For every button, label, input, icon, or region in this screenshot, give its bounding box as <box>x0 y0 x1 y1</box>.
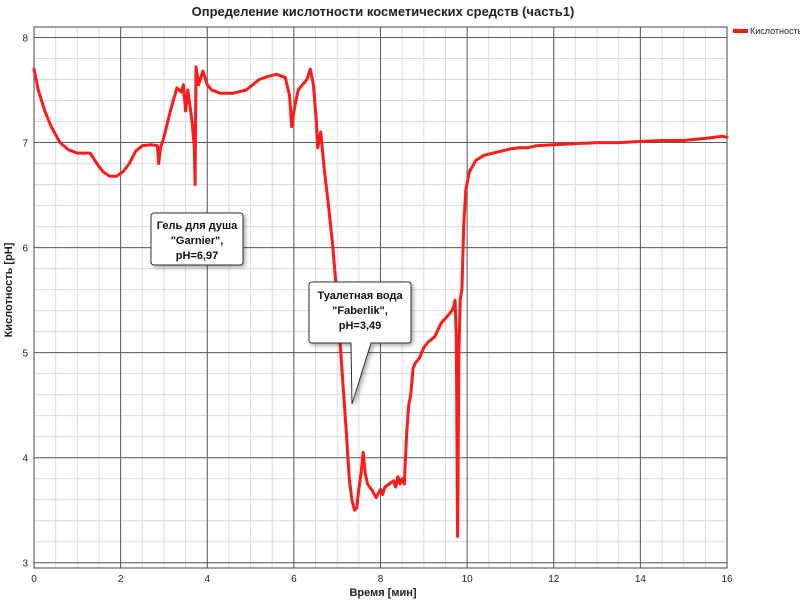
x-tick-label: 10 <box>462 574 474 585</box>
x-tick-label: 8 <box>378 574 384 585</box>
y-tick-label: 3 <box>22 559 28 570</box>
y-tick-label: 7 <box>22 139 28 150</box>
legend: Кислотность <box>733 26 800 36</box>
y-tick-label: 8 <box>22 34 28 45</box>
series-group <box>32 65 729 538</box>
x-tick-label: 14 <box>635 574 647 585</box>
y-tick-label: 5 <box>22 349 28 360</box>
x-axis-label: Время [мин] <box>349 587 416 599</box>
callout-faberlik: Туалетная вода "Faberlik", pH=3,49 <box>308 281 412 405</box>
callout-garnier-line3: pH=6,97 <box>176 250 219 262</box>
callout-garnier-box <box>150 212 244 266</box>
callout-faberlik-line2: "Faberlik", <box>332 305 388 317</box>
x-tick-label: 12 <box>548 574 560 585</box>
callout-garnier: Гель для душа "Garnier", pH=6,97 <box>150 212 244 266</box>
x-axis-ticks: 0 2 4 6 8 10 12 14 16 <box>31 574 733 585</box>
y-tick-label: 4 <box>22 454 28 465</box>
series-line-0 <box>32 65 729 538</box>
x-tick-label: 4 <box>204 574 210 585</box>
major-grid <box>33 27 728 568</box>
plot-frame-rect <box>33 26 728 569</box>
x-tick-label: 0 <box>31 574 37 585</box>
callout-faberlik-box <box>308 281 412 405</box>
callout-faberlik-line3: pH=3,49 <box>339 320 382 332</box>
chart-title: Определение кислотности косметических ср… <box>192 4 575 19</box>
x-tick-label: 6 <box>291 574 297 585</box>
y-tick-label: 6 <box>22 244 28 255</box>
legend-label: Кислотность <box>750 26 800 36</box>
x-tick-label: 2 <box>118 574 124 585</box>
plot-frame <box>33 26 728 569</box>
callout-garnier-line2: "Garnier", <box>171 235 224 247</box>
callout-faberlik-line1: Туалетная вода <box>317 290 403 302</box>
y-axis-ticks: 3 4 5 6 7 8 <box>22 34 28 570</box>
x-tick-label: 16 <box>721 574 733 585</box>
callout-garnier-line1: Гель для душа <box>157 220 238 232</box>
y-axis-label: Кислотность [pH] <box>3 242 15 337</box>
